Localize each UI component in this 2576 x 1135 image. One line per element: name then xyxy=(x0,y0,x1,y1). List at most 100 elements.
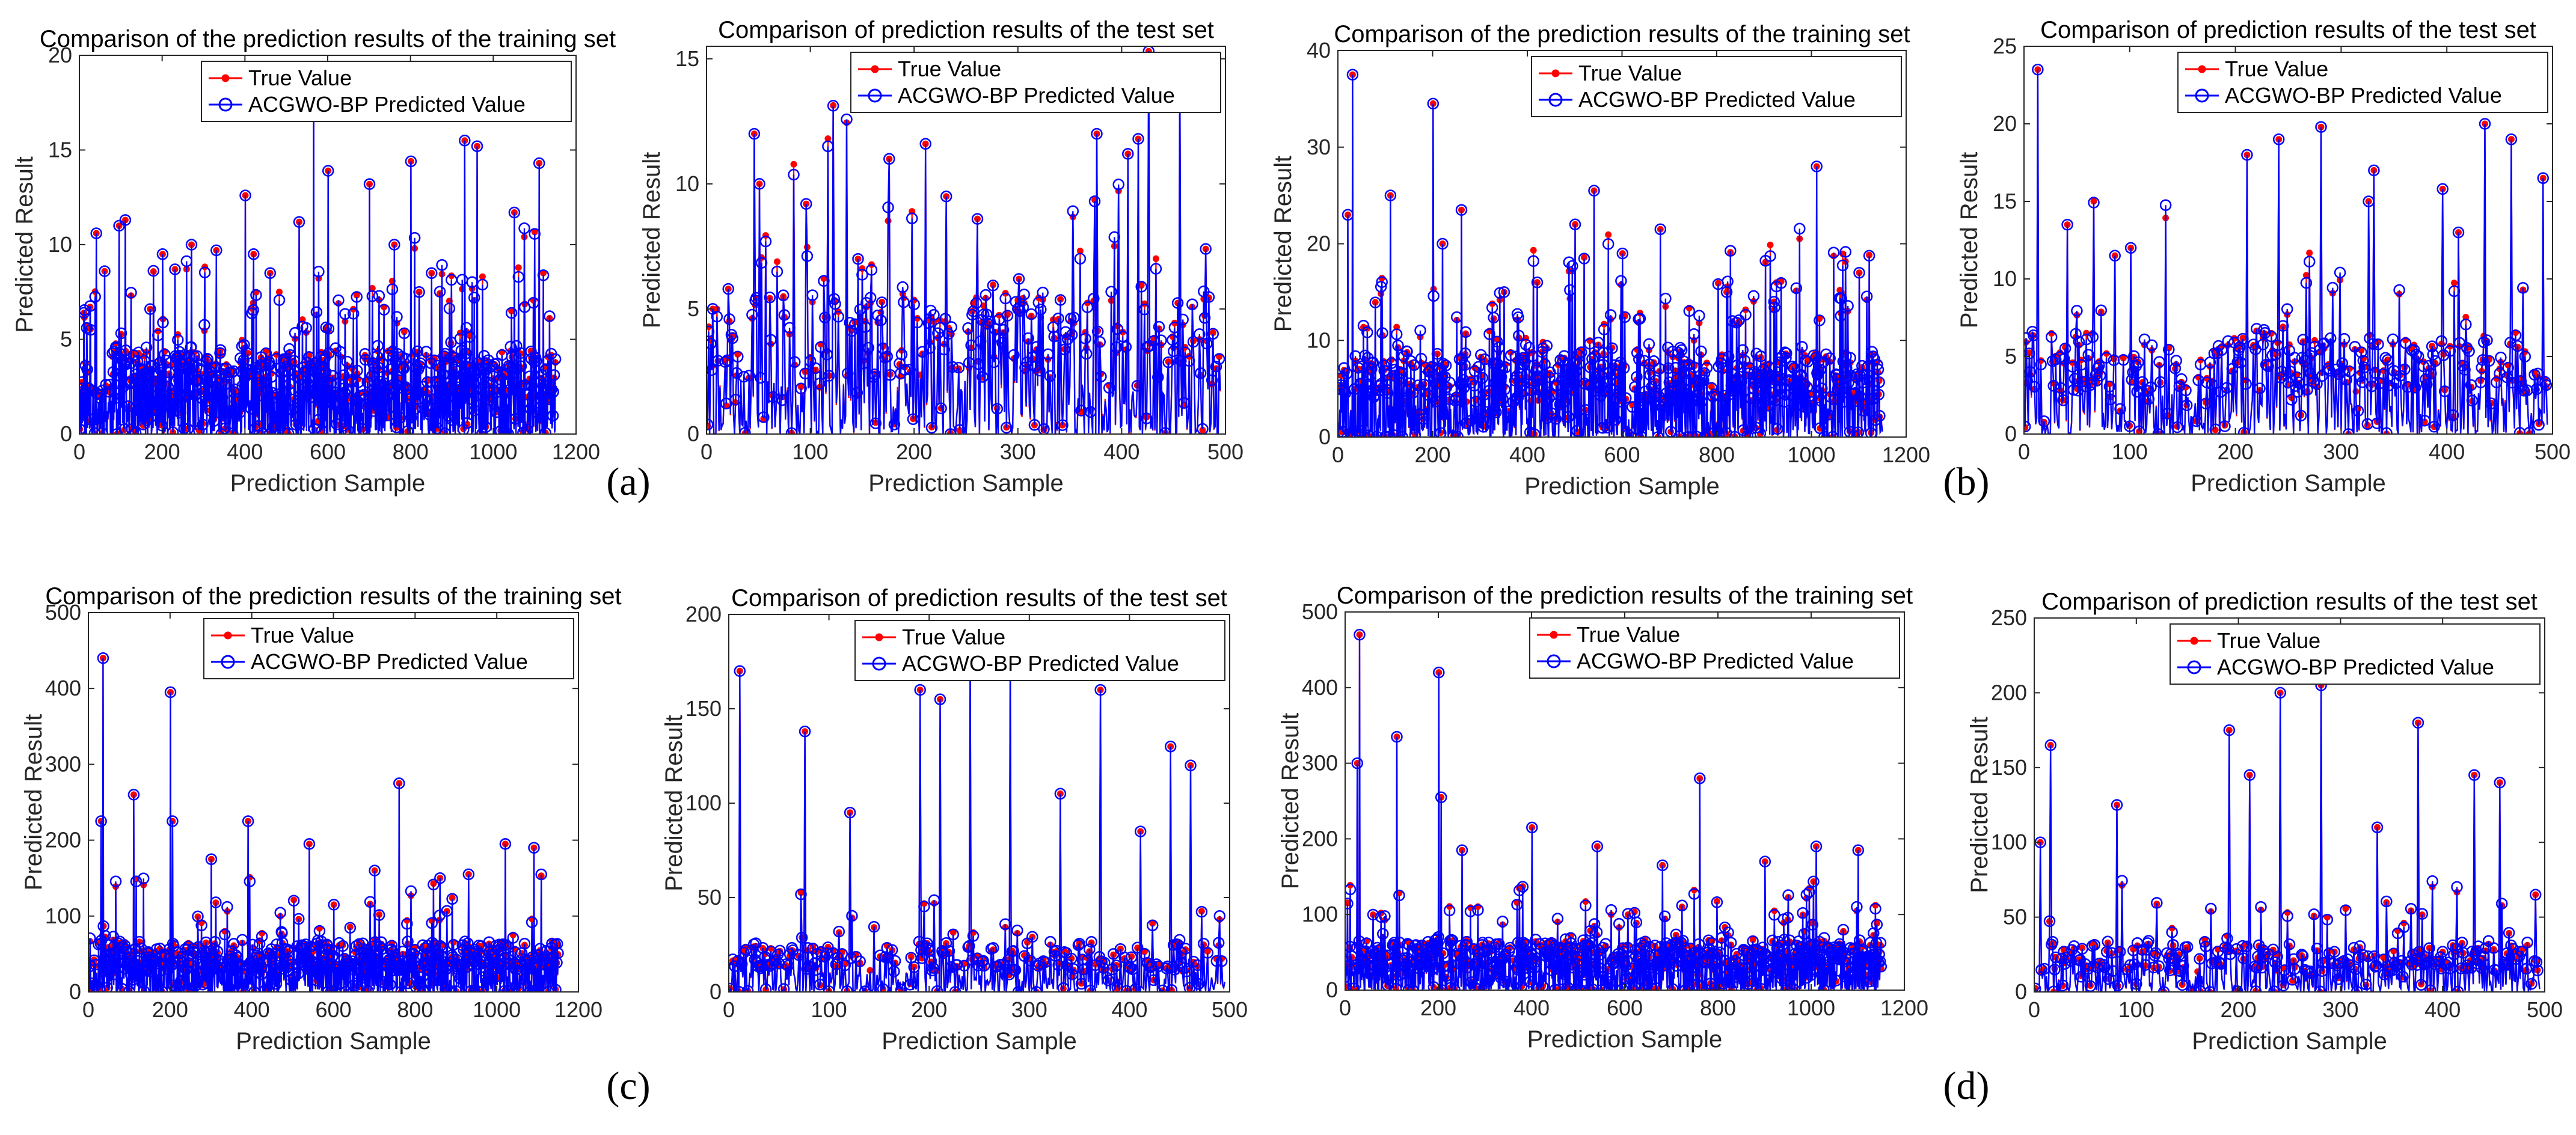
true-value-point xyxy=(1581,254,1587,261)
predicted-value-point xyxy=(153,957,165,970)
predicted-value-point xyxy=(788,356,801,368)
predicted-value-point xyxy=(1754,427,1767,437)
predicted-value-point xyxy=(2517,282,2529,294)
predicted-value-point xyxy=(999,292,1011,305)
predicted-value-point xyxy=(1524,426,1536,437)
predicted-value-point xyxy=(731,367,743,379)
predicted-value-point xyxy=(1085,936,1097,948)
predicted-value-point xyxy=(999,918,1011,931)
predicted-value-point xyxy=(144,303,156,315)
predicted-value-point xyxy=(2502,361,2514,374)
x-tick-label: 400 xyxy=(1509,442,1545,467)
predicted-value-point xyxy=(533,157,545,170)
predicted-value-point xyxy=(2234,356,2247,369)
predicted-value-point xyxy=(2241,148,2253,161)
predicted-value-point xyxy=(1188,955,1200,968)
predicted-value-point xyxy=(888,418,901,430)
predicted-value-point xyxy=(94,984,106,992)
x-tick-label: 200 xyxy=(1414,442,1450,467)
predicted-value-point xyxy=(906,212,918,225)
legend-box xyxy=(201,61,572,122)
predicted-value-point xyxy=(898,364,911,376)
predicted-value-point xyxy=(1695,345,1707,358)
predicted-value-line xyxy=(79,93,556,434)
predicted-value-point xyxy=(1541,340,1553,352)
predicted-value-point xyxy=(215,428,227,434)
predicted-value-point xyxy=(1768,301,1780,313)
predicted-value-point xyxy=(1746,422,1758,435)
predicted-value-point xyxy=(1725,245,1737,257)
predicted-value-point xyxy=(1044,935,1056,948)
predicted-value-point xyxy=(946,361,958,373)
predicted-value-point xyxy=(1342,209,1354,221)
predicted-value-point xyxy=(2109,249,2121,262)
predicted-value-point xyxy=(846,910,858,922)
predicted-value-point xyxy=(1532,370,1544,382)
predicted-value-point xyxy=(1845,369,1857,382)
predicted-value-point xyxy=(112,956,124,969)
predicted-value-point xyxy=(351,291,363,303)
predicted-value-point xyxy=(2045,331,2058,343)
predicted-value-point xyxy=(1654,223,1667,236)
predicted-value-point xyxy=(368,405,380,417)
predicted-value-point xyxy=(263,359,275,372)
predicted-value-point xyxy=(118,359,131,371)
true-value-point xyxy=(734,350,741,358)
predicted-value-point xyxy=(382,390,394,403)
predicted-value-point xyxy=(1455,204,1468,216)
x-tick-label: 100 xyxy=(811,997,847,1022)
predicted-value-point xyxy=(1346,69,1359,81)
predicted-value-point xyxy=(841,367,854,379)
legend-true-marker xyxy=(2198,65,2206,73)
predicted-value-point xyxy=(1427,97,1440,110)
true-value-point xyxy=(515,264,522,271)
predicted-value-point xyxy=(924,342,936,354)
predicted-value-point xyxy=(255,962,268,974)
predicted-value-point xyxy=(97,652,109,664)
predicted-value-point xyxy=(138,985,150,992)
predicted-value-point xyxy=(527,296,539,309)
predicted-value-point xyxy=(167,388,180,400)
predicted-value-point xyxy=(242,347,254,359)
x-tick-label: 1200 xyxy=(552,439,600,464)
predicted-value-point xyxy=(2289,352,2301,364)
predicted-value-point xyxy=(1489,377,1501,389)
predicted-value-point xyxy=(1447,430,1459,437)
y-tick-label: 10 xyxy=(675,171,699,196)
y-tick-label: 150 xyxy=(685,696,722,721)
predicted-value-point xyxy=(132,955,144,967)
predicted-value-point xyxy=(1105,286,1117,298)
predicted-value-point xyxy=(802,942,814,954)
predicted-value-point xyxy=(221,901,233,913)
y-tick-label: 50 xyxy=(698,885,722,910)
predicted-value-point xyxy=(1844,352,1856,364)
predicted-value-point xyxy=(1028,419,1041,431)
predicted-value-point xyxy=(259,984,271,992)
predicted-value-point xyxy=(911,316,924,329)
predicted-value-point xyxy=(450,375,462,387)
predicted-value-point xyxy=(1385,357,1397,369)
predicted-value-point xyxy=(200,977,213,990)
predicted-value-point xyxy=(1443,393,1455,405)
predicted-value-point xyxy=(925,421,938,434)
predicted-value-point xyxy=(526,916,538,928)
y-axis-label: Predicted Result xyxy=(661,715,687,891)
predicted-value-point xyxy=(1459,326,1472,338)
predicted-value-point xyxy=(830,958,842,970)
predicted-value-point xyxy=(801,250,814,262)
predicted-value-point xyxy=(293,216,305,228)
predicted-value-point xyxy=(437,941,449,954)
predicted-value-point xyxy=(1022,332,1034,344)
predicted-value-point xyxy=(1052,959,1064,971)
chart-3: 0 200 400 600 800 1000 1200010203040Comparison… xyxy=(1270,21,1930,500)
predicted-value-point xyxy=(875,314,887,326)
predicted-value-point xyxy=(819,311,831,323)
predicted-value-point xyxy=(1572,349,1584,361)
predicted-value-point xyxy=(1755,350,1767,363)
true-value-point xyxy=(2239,334,2246,341)
predicted-value-point xyxy=(236,379,248,392)
predicted-value-point xyxy=(1734,382,1746,394)
predicted-value-point xyxy=(1578,252,1590,265)
